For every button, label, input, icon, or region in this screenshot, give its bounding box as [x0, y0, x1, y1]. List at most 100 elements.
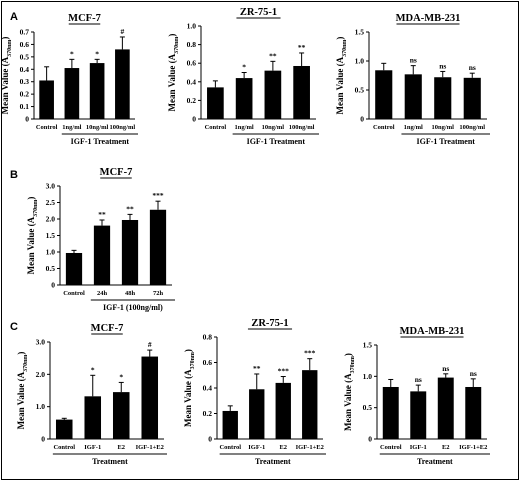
- category-label: IGF-1: [410, 444, 427, 451]
- significance-mark: *: [91, 365, 95, 374]
- y-tick-label: 0.3: [20, 77, 30, 86]
- y-tick-label: 3.0: [46, 182, 56, 191]
- bar: [410, 391, 427, 439]
- bar: [55, 419, 73, 439]
- significance-mark: ns: [470, 369, 477, 378]
- bar: [93, 225, 111, 285]
- bar: [375, 70, 393, 119]
- y-tick-label: 2.0: [36, 370, 46, 379]
- category-label: IGF-1: [248, 444, 265, 451]
- bar: [115, 49, 130, 119]
- category-label: 48h: [125, 290, 136, 297]
- y-tick-label: 2.0: [46, 215, 56, 224]
- significance-mark: ***: [152, 191, 164, 200]
- bar: [249, 389, 265, 439]
- category-label: Control: [373, 124, 395, 131]
- category-label: 1ng/ml: [404, 124, 423, 131]
- y-tick-label: 0.4: [187, 77, 197, 86]
- y-tick-label: 0: [360, 115, 364, 124]
- significance-mark: ns: [442, 364, 449, 373]
- chart-1: MCF-7 Control * 1ng/ml * 10ng/ml #100ng/ml 0 0.1…: [0, 13, 138, 146]
- category-label: 10ng/ml: [432, 124, 455, 131]
- chart-4: MCF-7 Control ** 24h ** 48h *** 72h 0 0.5 1.0 1.5 2.…: [26, 167, 175, 312]
- y-tick-label: 1.0: [187, 22, 197, 31]
- category-label: E2: [279, 444, 287, 451]
- y-tick-label: 0.1: [20, 102, 30, 111]
- x-axis-label: IGF-1 Treatment: [247, 137, 306, 146]
- y-tick-label: 0: [368, 435, 372, 444]
- significance-mark: ns: [410, 56, 417, 65]
- category-label: 24h: [97, 290, 108, 297]
- x-axis-label: Treatment: [417, 457, 453, 466]
- chart-3: MDA-MB-231 Control ns 1ng/ml ns 10ng/ml ns 100n…: [335, 13, 490, 146]
- y-tick-label: 1.5: [363, 341, 373, 350]
- category-label: E2: [442, 444, 450, 451]
- significance-mark: **: [98, 210, 106, 219]
- bar: [293, 65, 310, 119]
- category-label: 1ng/ml: [235, 124, 254, 131]
- chart-title: MCF-7: [100, 167, 133, 178]
- bar: [65, 252, 83, 285]
- y-tick-label: 0: [192, 115, 196, 124]
- bar: [465, 386, 482, 439]
- category-label: Control: [36, 124, 58, 131]
- category-label: IGF-1+E2: [459, 444, 487, 451]
- category-label: E2: [117, 444, 125, 451]
- bar: [121, 219, 139, 285]
- category-label: 100ng/ml: [289, 124, 315, 131]
- y-tick-label: 0.2: [187, 96, 197, 105]
- category-label: 100ng/ml: [459, 124, 485, 131]
- y-tick-label: 1.0: [355, 57, 365, 66]
- category-label: 10ng/ml: [86, 124, 109, 131]
- bar: [222, 410, 238, 439]
- category-label: 1ng/ml: [62, 124, 81, 131]
- y-tick-label: 0.5: [46, 264, 56, 273]
- y-tick-label: 0.2: [20, 90, 30, 99]
- chart-title: MDA-MB-231: [396, 13, 461, 24]
- y-tick-label: 0.5: [20, 52, 30, 61]
- panel-letter-c: C: [10, 321, 18, 333]
- bar: [404, 74, 422, 119]
- y-tick-label: 0: [41, 435, 45, 444]
- y-tick-label: 0: [51, 281, 55, 290]
- bar: [207, 87, 224, 119]
- bar: [463, 77, 481, 119]
- category-label: 100ng/ml: [110, 124, 136, 131]
- chart-title: ZR-75-1: [240, 7, 277, 18]
- y-tick-label: 0.8: [187, 40, 197, 49]
- chart-title: MCF-7: [68, 13, 101, 24]
- chart-title: ZR-75-1: [251, 318, 288, 329]
- significance-mark: #: [121, 27, 125, 36]
- significance-mark: ns: [439, 61, 446, 70]
- y-tick-label: 0: [25, 115, 29, 124]
- charts: MCF-7 Control * 1ng/ml * 10ng/ml #100ng/ml 0 0.1…: [0, 7, 490, 466]
- x-axis-label: Treatment: [255, 457, 291, 466]
- x-axis-label: Treatment: [92, 457, 128, 466]
- category-label: Control: [63, 290, 85, 297]
- x-axis-label: IGF-1 Treatment: [71, 137, 130, 146]
- y-tick-label: 0.6: [20, 40, 30, 49]
- chart-6: ZR-75-1 Control ** IGF-1 *** E2 *** IGF-1+E2 0 0.…: [183, 318, 326, 466]
- y-tick-label: 0.4: [20, 65, 30, 74]
- significance-mark: **: [269, 51, 277, 60]
- significance-mark: **: [298, 43, 306, 52]
- y-tick-label: 0.8: [203, 333, 213, 342]
- y-tick-label: 3.0: [36, 338, 46, 347]
- chart-2: ZR-75-1 Control * 1ng/ml ** 10ng/ml ** 100ng/ml…: [167, 7, 319, 146]
- x-axis-label: IGF-1 (100ng/ml): [103, 303, 163, 312]
- bar: [39, 80, 54, 119]
- category-label: 72h: [153, 290, 164, 297]
- significance-mark: **: [253, 364, 261, 373]
- category-label: Control: [380, 444, 402, 451]
- x-axis-label: IGF-1 Treatment: [417, 137, 476, 146]
- significance-mark: *: [95, 49, 99, 58]
- y-tick-label: 1.0: [363, 372, 373, 381]
- bar: [302, 370, 318, 439]
- y-tick-label: 0.5: [363, 403, 373, 412]
- panel-letter-b: B: [10, 169, 18, 181]
- chart-title: MDA-MB-231: [400, 326, 465, 337]
- bar: [64, 68, 80, 119]
- category-label: 10ng/ml: [262, 124, 285, 131]
- significance-mark: *: [242, 63, 246, 72]
- significance-mark: *: [119, 372, 123, 381]
